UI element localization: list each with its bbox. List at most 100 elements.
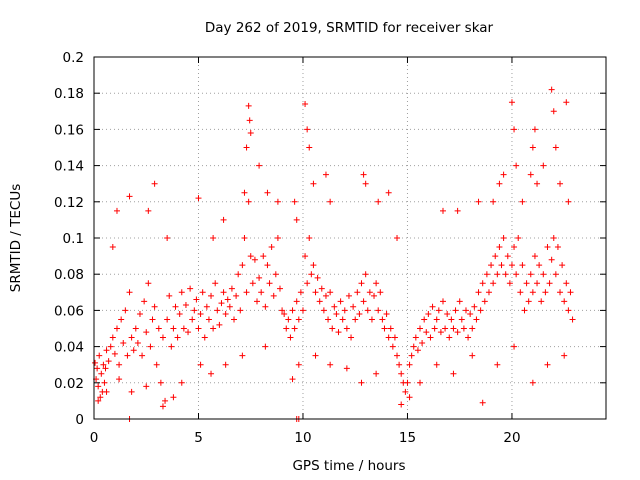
data-point — [439, 207, 446, 214]
data-point — [260, 253, 267, 260]
data-point — [201, 334, 208, 341]
data-point — [550, 108, 557, 115]
data-point — [95, 383, 102, 390]
data-point — [241, 189, 248, 196]
data-point — [189, 316, 196, 323]
x-tick-label: 10 — [294, 430, 311, 446]
data-point — [343, 325, 350, 332]
data-point — [454, 329, 461, 336]
data-point — [172, 303, 179, 310]
data-point — [327, 198, 334, 205]
data-point — [406, 394, 413, 401]
x-tick-label: 20 — [503, 430, 520, 446]
y-tick-labels: 0 0.02 0.04 0.06 0.08 0.1 0.12 0.14 0.16 0.18 0.2 — [54, 50, 84, 428]
data-point — [490, 280, 497, 287]
data-point — [375, 307, 382, 314]
data-point — [439, 298, 446, 305]
data-point — [358, 280, 365, 287]
data-point — [540, 271, 547, 278]
data-point — [124, 352, 131, 359]
data-point — [310, 262, 317, 269]
data-point — [469, 325, 476, 332]
grid-lines — [94, 57, 606, 419]
data-point — [289, 307, 296, 314]
data-point — [396, 361, 403, 368]
data-point — [120, 339, 127, 346]
chart-title: Day 262 of 2019, SRMTID for receiver ska… — [205, 20, 494, 36]
data-point — [552, 144, 559, 151]
data-point — [243, 144, 250, 151]
data-point — [180, 325, 187, 332]
data-point — [444, 311, 451, 318]
data-point — [554, 244, 561, 251]
data-point — [531, 126, 538, 133]
data-point — [153, 361, 160, 368]
data-point — [136, 311, 143, 318]
data-point — [141, 298, 148, 305]
data-point — [149, 316, 156, 323]
data-point — [325, 316, 332, 323]
data-point — [458, 316, 465, 323]
data-point — [187, 285, 194, 292]
data-point — [245, 198, 252, 205]
data-point — [176, 311, 183, 318]
data-point — [373, 370, 380, 377]
data-point — [534, 180, 541, 187]
data-point — [318, 285, 325, 292]
data-point — [565, 198, 572, 205]
data-point — [306, 144, 313, 151]
y-tick-label: 0.1 — [63, 231, 84, 247]
data-point — [212, 280, 219, 287]
data-point — [362, 180, 369, 187]
data-point — [262, 303, 269, 310]
data-point — [216, 321, 223, 328]
data-point — [95, 397, 102, 404]
data-point — [312, 352, 319, 359]
data-point — [118, 316, 125, 323]
data-point — [398, 370, 405, 377]
data-point — [387, 325, 394, 332]
data-point — [155, 325, 162, 332]
data-point — [433, 316, 440, 323]
data-point — [164, 235, 171, 241]
data-point — [352, 316, 359, 323]
data-point — [565, 307, 572, 314]
data-point — [454, 207, 461, 214]
data-point — [462, 307, 469, 314]
data-point — [329, 325, 336, 332]
data-point — [166, 292, 173, 299]
data-point — [262, 343, 269, 350]
data-point — [291, 325, 298, 332]
data-point — [151, 180, 158, 187]
data-point — [417, 379, 424, 386]
data-point — [536, 262, 543, 269]
data-point — [492, 253, 499, 260]
y-axis-label: SRMTID / TECUs — [8, 184, 24, 292]
data-point — [295, 361, 302, 368]
data-point — [511, 343, 518, 350]
data-point — [511, 126, 518, 133]
data-point — [205, 316, 212, 323]
data-point — [475, 198, 482, 205]
data-point — [548, 86, 555, 93]
data-point — [504, 253, 511, 260]
x-tick-label: 0 — [90, 430, 99, 446]
data-point — [203, 303, 210, 310]
data-point — [185, 329, 192, 336]
data-point — [105, 358, 112, 365]
data-point — [391, 334, 398, 341]
data-point — [527, 171, 534, 178]
data-point — [130, 347, 137, 354]
data-point — [477, 307, 484, 314]
data-point — [182, 301, 189, 308]
data-point — [157, 379, 164, 386]
data-point — [195, 195, 202, 202]
data-point — [456, 298, 463, 305]
data-point — [197, 361, 204, 368]
data-point — [239, 262, 246, 269]
data-point — [241, 235, 248, 241]
data-point — [235, 271, 242, 278]
data-point — [316, 298, 323, 305]
data-point — [508, 262, 515, 269]
